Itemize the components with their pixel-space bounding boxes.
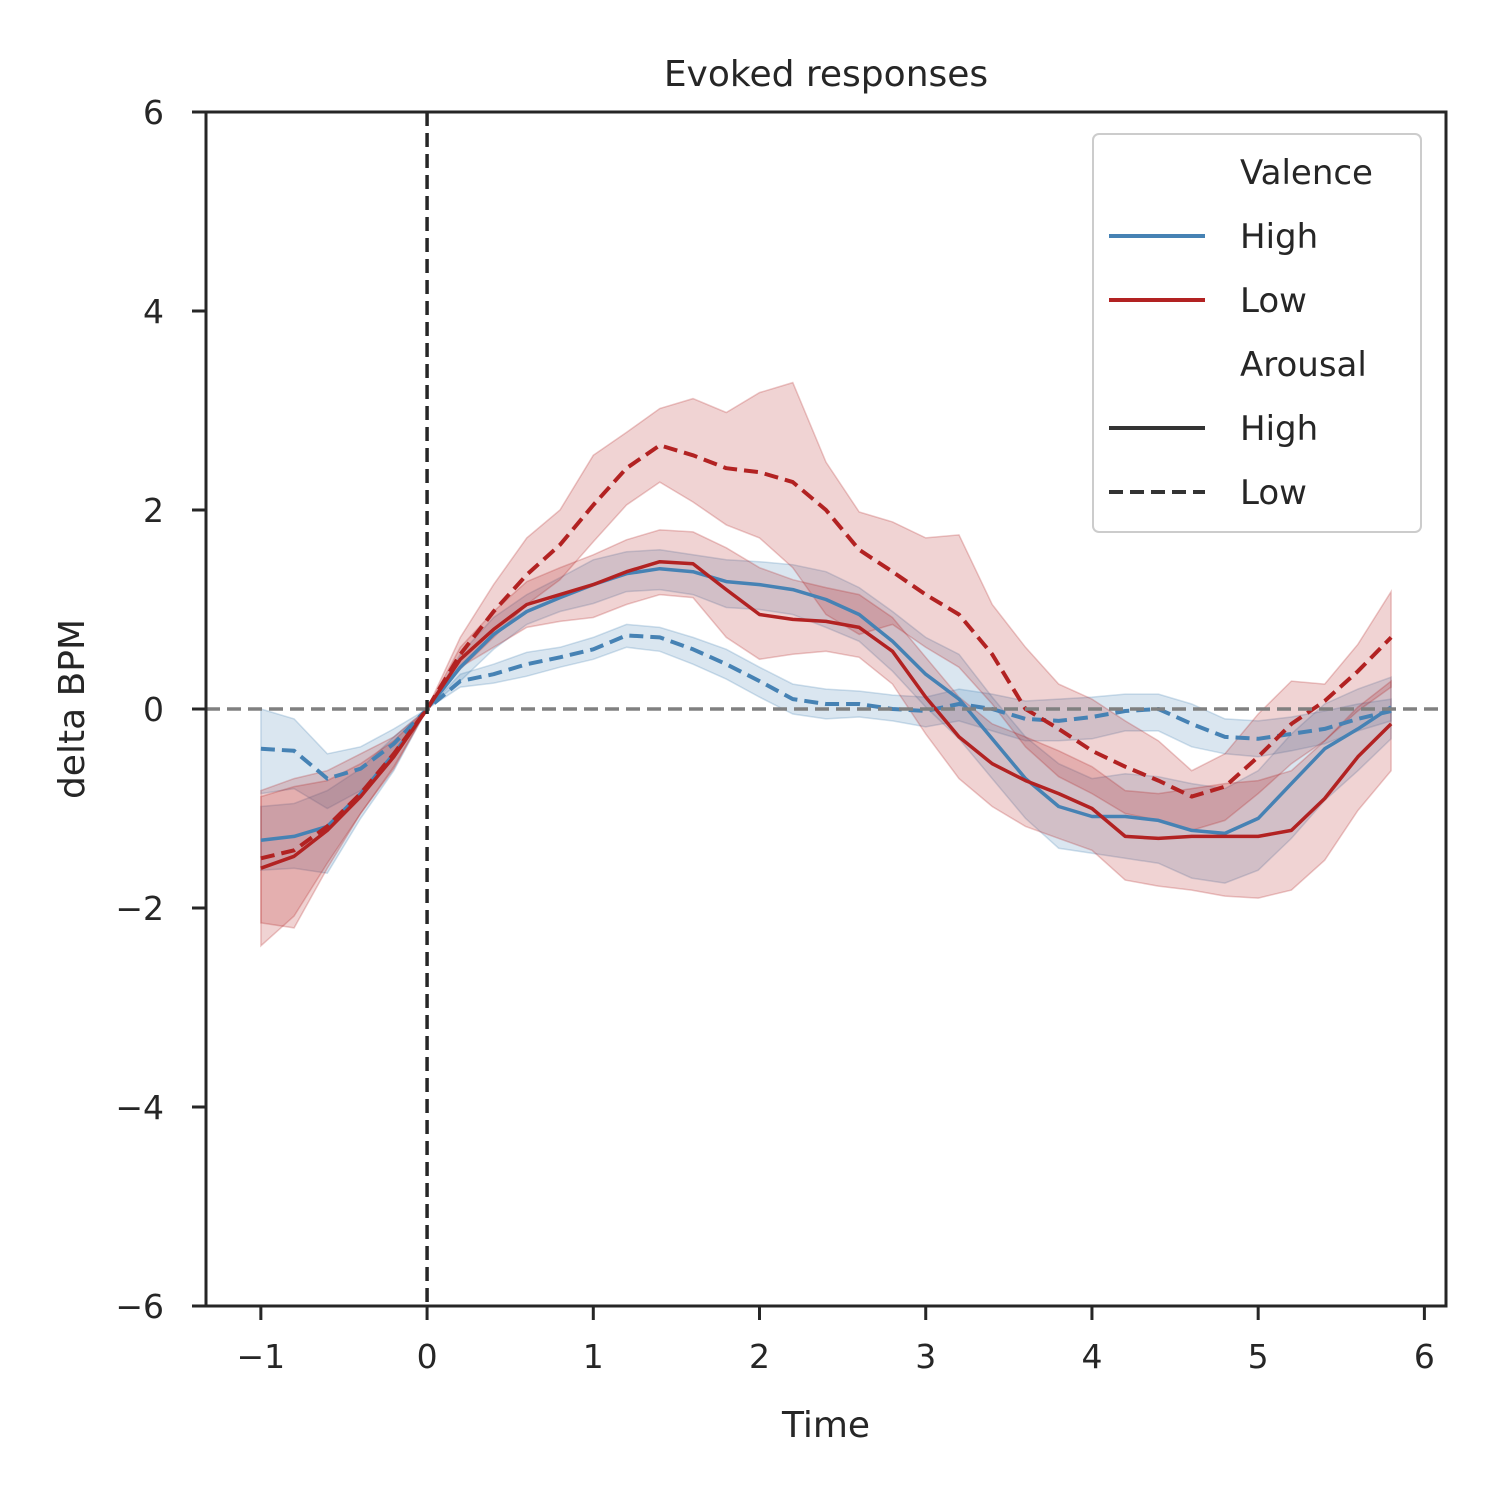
y-tick-label: 2 [143, 491, 164, 530]
legend-label-low: Low [1240, 473, 1307, 513]
x-tick-label: 3 [915, 1337, 936, 1376]
y-tick-label: 0 [143, 690, 164, 729]
x-tick-label: −1 [237, 1337, 286, 1376]
y-axis-label: delta BPM [52, 619, 93, 799]
chart-title: Evoked responses [664, 54, 988, 95]
y-tick-label: 4 [143, 292, 164, 331]
x-tick-label: 4 [1081, 1337, 1102, 1376]
y-tick-label: −4 [115, 1088, 164, 1127]
legend-header-arousal: Arousal [1240, 345, 1367, 385]
x-tick-label: 0 [417, 1337, 438, 1376]
legend: Valence High Low Arousal High Low [1093, 134, 1421, 532]
x-tick-label: 1 [583, 1337, 604, 1376]
y-tick-label: −2 [115, 889, 164, 928]
y-tick-label: 6 [143, 93, 164, 132]
x-axis-label: Time [781, 1405, 870, 1446]
x-tick-label: 6 [1414, 1337, 1435, 1376]
x-tick-label: 2 [749, 1337, 770, 1376]
y-tick-label: −6 [115, 1287, 164, 1326]
legend-label-high: High [1240, 217, 1318, 257]
legend-label-high: High [1240, 409, 1318, 449]
legend-header-valence: Valence [1240, 153, 1373, 193]
legend-label-low: Low [1240, 281, 1307, 321]
x-tick-label: 5 [1248, 1337, 1269, 1376]
